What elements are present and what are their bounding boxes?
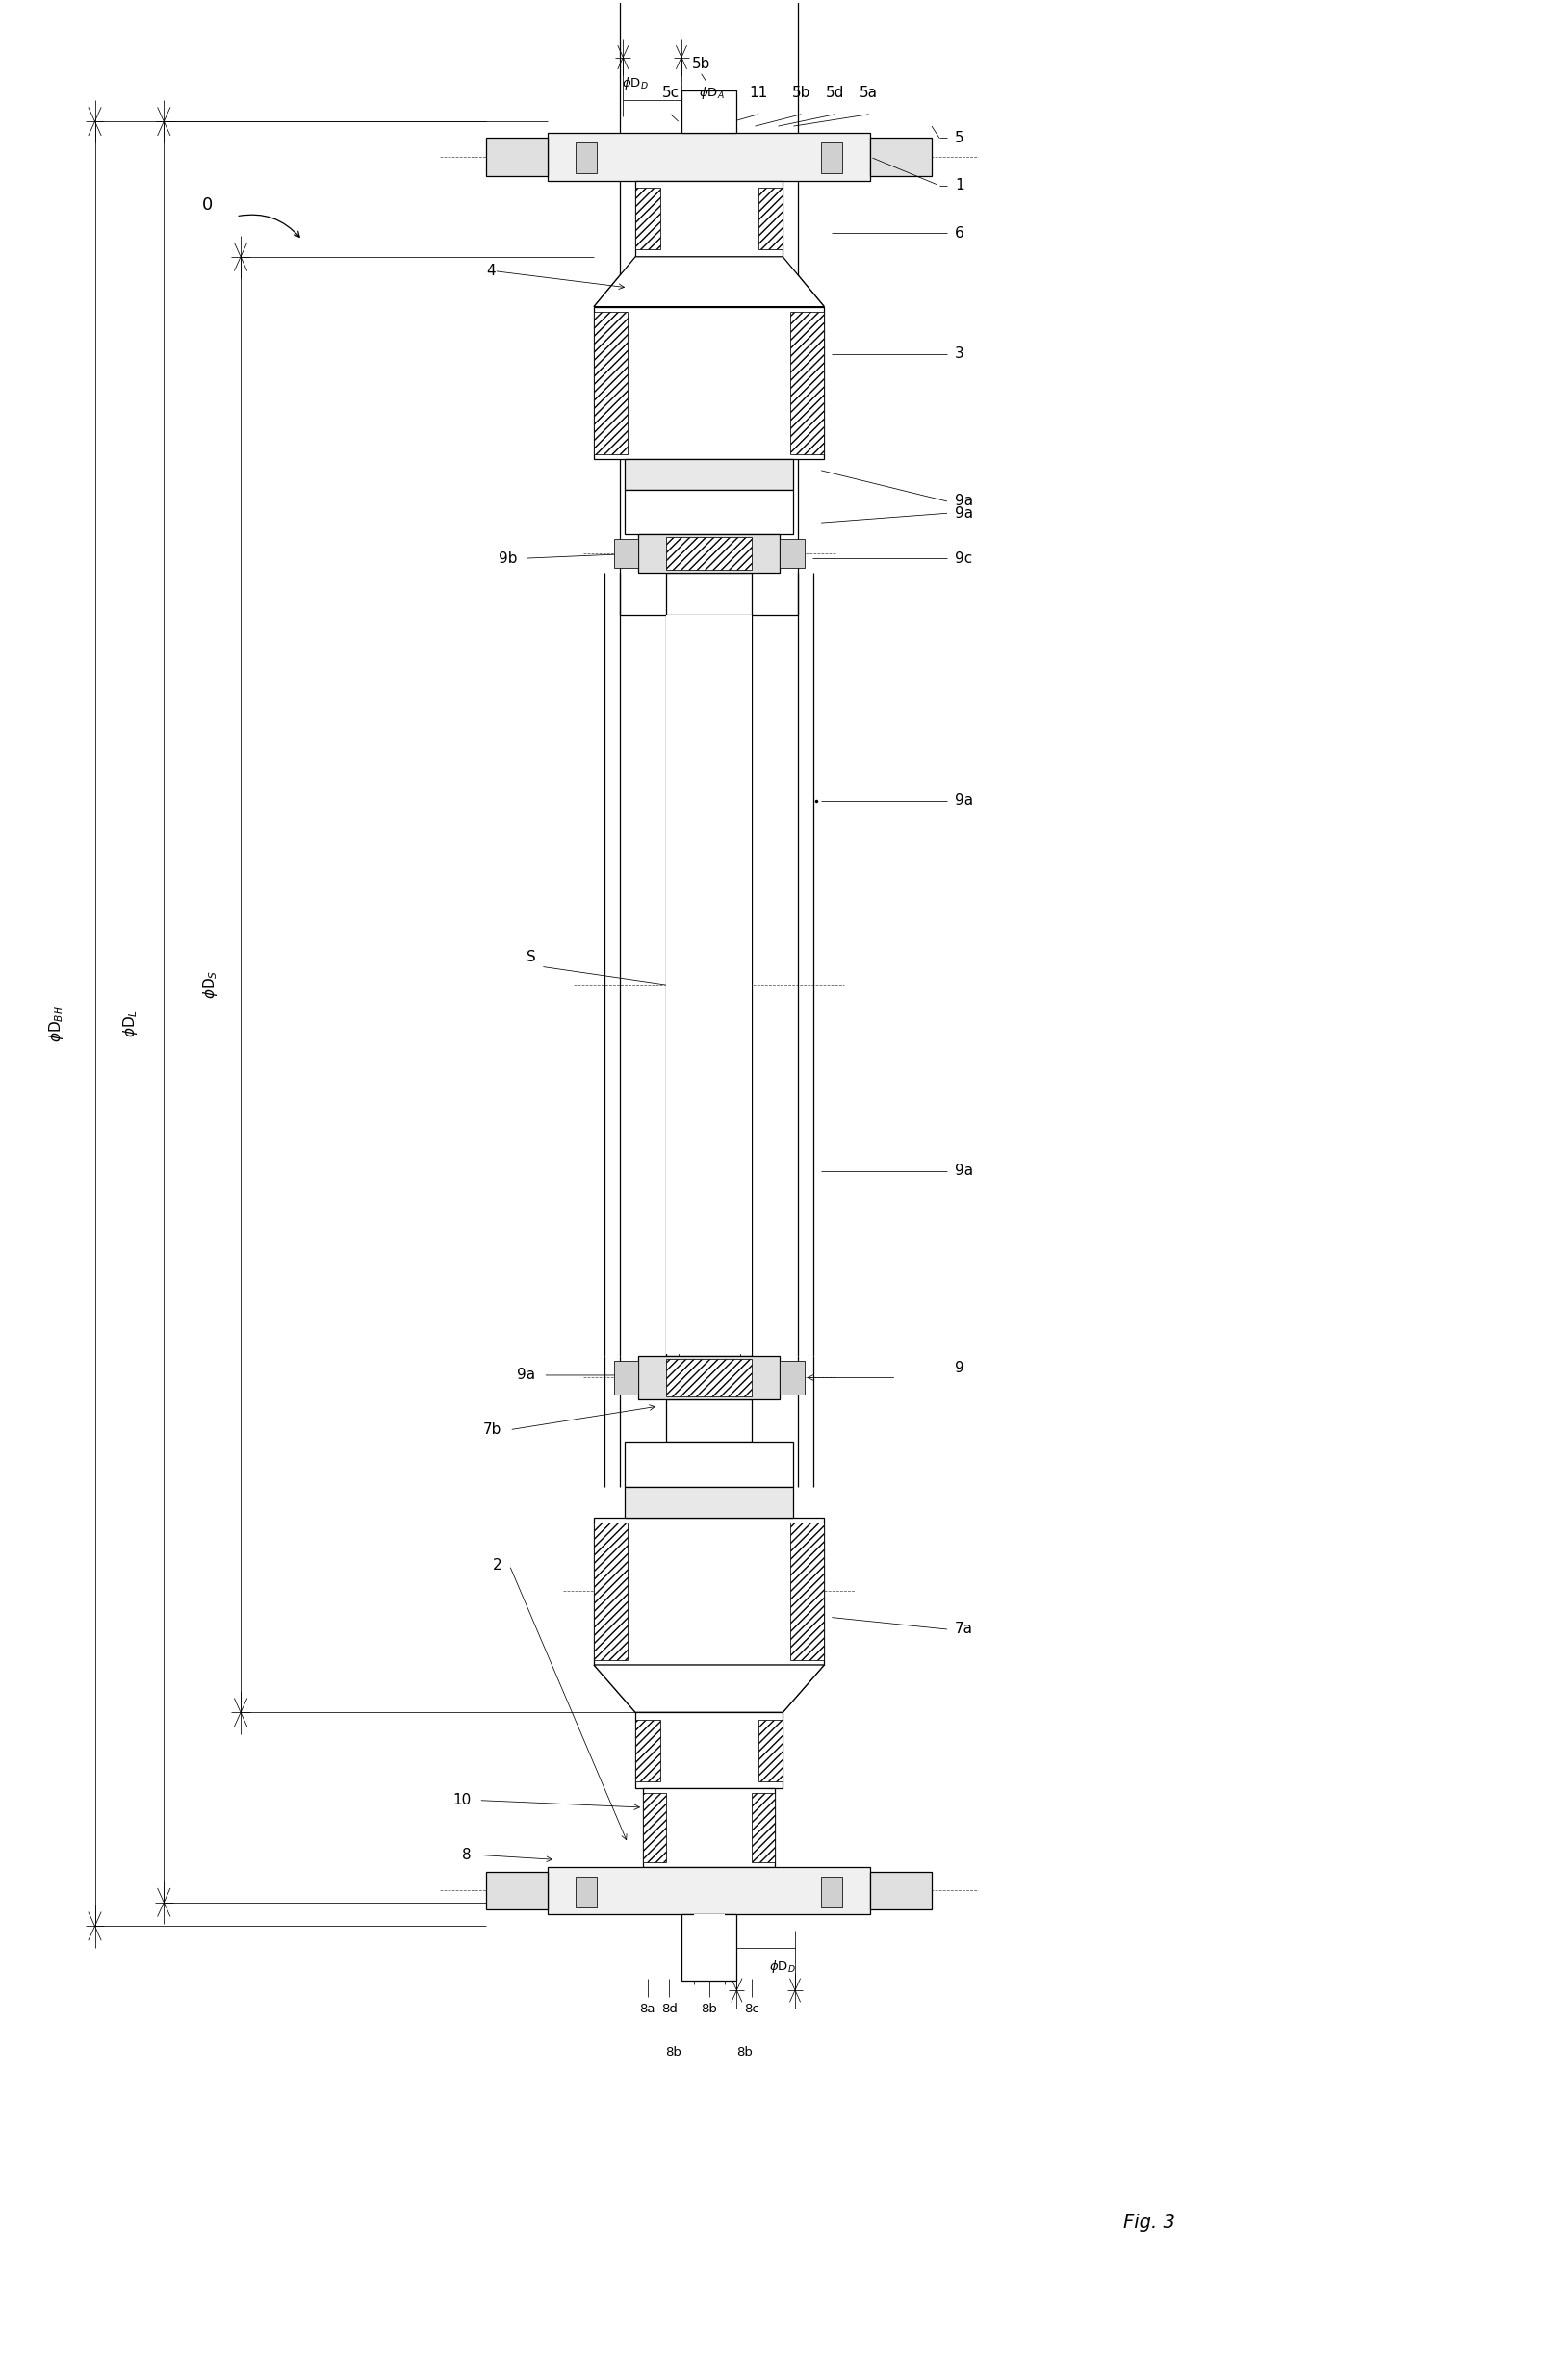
Bar: [635, 181, 783, 257]
Bar: [666, 1359, 752, 1397]
Text: 1: 1: [955, 178, 965, 193]
Bar: [638, 1357, 780, 1399]
Text: 9b: 9b: [498, 552, 518, 566]
Text: 9a: 9a: [955, 1164, 974, 1178]
Bar: [575, 143, 596, 174]
Bar: [758, 188, 783, 250]
Text: 8b: 8b: [666, 2047, 681, 2059]
Text: 8c: 8c: [744, 2004, 760, 2016]
Bar: [624, 459, 794, 490]
Text: 5b: 5b: [692, 57, 710, 71]
Bar: [613, 1361, 638, 1395]
Bar: [758, 1718, 783, 1780]
Text: 9c: 9c: [955, 552, 972, 566]
Bar: [613, 540, 638, 569]
Bar: [681, 1914, 737, 1980]
Bar: [593, 307, 824, 459]
Text: $\phi$D$_L$: $\phi$D$_L$: [122, 1009, 139, 1038]
Text: 2: 2: [493, 1559, 502, 1573]
Bar: [624, 1442, 794, 1488]
Text: 5b: 5b: [792, 86, 811, 100]
Text: $\phi$D$_A$: $\phi$D$_A$: [700, 86, 724, 100]
Text: 4: 4: [487, 264, 496, 278]
Text: 5c: 5c: [663, 86, 680, 100]
Bar: [487, 1871, 549, 1909]
Bar: [593, 1518, 824, 1666]
Text: $\phi$D$_{BH}$: $\phi$D$_{BH}$: [48, 1004, 66, 1042]
Text: 11: 11: [749, 86, 767, 100]
Polygon shape: [593, 1666, 824, 1714]
Text: 5d: 5d: [826, 86, 844, 100]
Bar: [780, 1361, 804, 1395]
Text: 5: 5: [955, 131, 965, 145]
Bar: [780, 540, 804, 569]
Bar: [791, 1523, 824, 1661]
Bar: [549, 133, 871, 181]
Bar: [821, 143, 843, 174]
Text: 7a: 7a: [955, 1623, 972, 1637]
Text: $\phi$D$_D$: $\phi$D$_D$: [769, 1959, 797, 1975]
Bar: [635, 188, 660, 250]
Bar: [635, 1714, 783, 1787]
Bar: [549, 1866, 871, 1914]
Bar: [575, 1875, 596, 1906]
Bar: [681, 90, 737, 133]
Text: 8b: 8b: [701, 2004, 717, 2016]
Text: 0: 0: [202, 195, 213, 214]
Text: 8: 8: [462, 1847, 472, 1861]
Text: 9: 9: [955, 1361, 965, 1376]
Text: 8d: 8d: [661, 2004, 676, 2016]
Text: 9a: 9a: [518, 1368, 536, 1383]
Polygon shape: [593, 257, 824, 307]
Bar: [666, 574, 752, 616]
Text: 9a: 9a: [955, 507, 974, 521]
Text: 8a: 8a: [640, 2004, 655, 2016]
Bar: [624, 490, 794, 536]
Bar: [871, 1871, 932, 1909]
Bar: [666, 616, 752, 1357]
Text: $\phi$D$_S$: $\phi$D$_S$: [200, 971, 219, 1000]
Bar: [666, 616, 752, 1354]
Bar: [593, 312, 627, 455]
Text: S: S: [525, 950, 536, 964]
Text: 3: 3: [955, 347, 965, 362]
Bar: [871, 138, 932, 176]
Text: 8b: 8b: [737, 2047, 752, 2059]
Text: 9a: 9a: [955, 793, 974, 807]
Bar: [624, 1488, 794, 1518]
Text: 9a: 9a: [955, 495, 974, 509]
Bar: [638, 536, 780, 574]
Bar: [643, 1792, 666, 1861]
Bar: [635, 1718, 660, 1780]
Text: $\phi$D$_A$: $\phi$D$_A$: [697, 1954, 721, 1971]
Text: 5a: 5a: [860, 86, 878, 100]
Bar: [791, 312, 824, 455]
Text: Fig. 3: Fig. 3: [1123, 2213, 1176, 2232]
Bar: [821, 1875, 843, 1906]
Text: $\phi$D$_D$: $\phi$D$_D$: [623, 76, 649, 90]
Bar: [487, 138, 549, 176]
Text: 6: 6: [955, 226, 965, 240]
Bar: [666, 538, 752, 571]
Bar: [693, 1914, 724, 1978]
Bar: [643, 1787, 775, 1866]
Bar: [666, 1399, 752, 1442]
Bar: [752, 1792, 775, 1861]
Text: 10: 10: [453, 1792, 472, 1806]
Bar: [593, 1523, 627, 1661]
Text: 7b: 7b: [484, 1423, 502, 1438]
Bar: [619, 0, 798, 616]
